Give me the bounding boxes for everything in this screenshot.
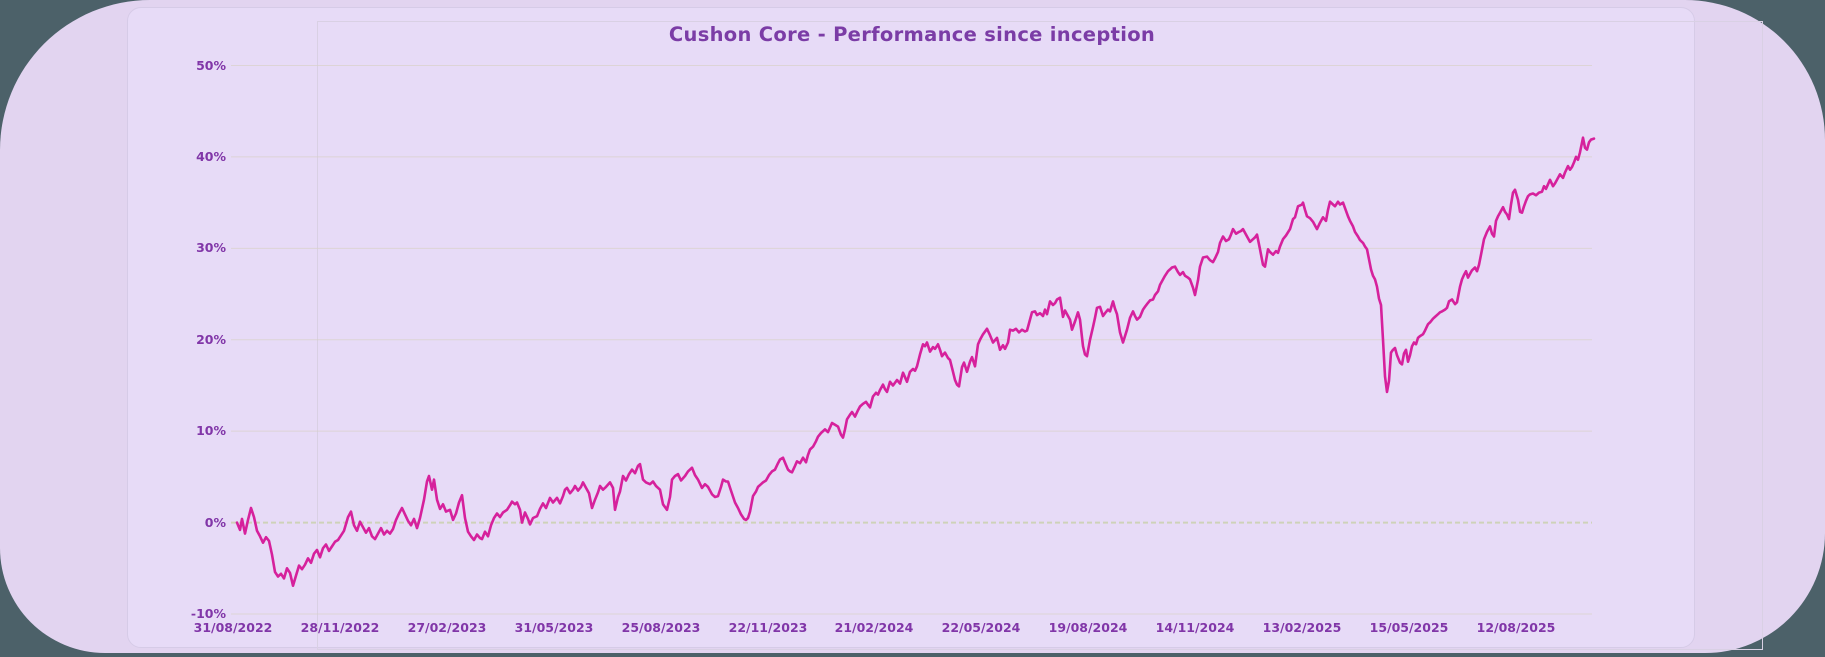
plot-area [317,21,1763,650]
x-tick-label: 27/02/2023 [407,620,487,635]
x-tick-label: 28/11/2022 [300,620,380,635]
x-tick-label: 22/05/2024 [941,620,1021,635]
chart-panel [127,7,1763,650]
y-tick-label: 0% [204,514,226,530]
y-tick-label: 20% [196,331,226,347]
x-tick-label: 15/05/2025 [1369,620,1449,635]
x-tick-label: 25/08/2023 [621,620,701,635]
x-tick-label: 14/11/2024 [1155,620,1235,635]
y-tick-label: -10% [190,606,226,622]
y-tick-label: 40% [196,148,226,164]
y-tick-label: 30% [196,240,226,256]
x-tick-label: 31/08/2022 [193,620,273,635]
x-tick-label: 21/02/2024 [834,620,914,635]
x-tick-label: 13/02/2025 [1262,620,1342,635]
x-tick-label: 12/08/2025 [1476,620,1556,635]
x-tick-label: 22/11/2023 [728,620,808,635]
x-tick-label: 19/08/2024 [1048,620,1128,635]
y-tick-label: 50% [196,57,226,73]
x-tick-label: 31/05/2023 [514,620,594,635]
performance-line [235,136,1596,588]
chart-title: Cushon Core - Performance since inceptio… [668,23,1156,46]
y-tick-label: 10% [196,423,226,439]
